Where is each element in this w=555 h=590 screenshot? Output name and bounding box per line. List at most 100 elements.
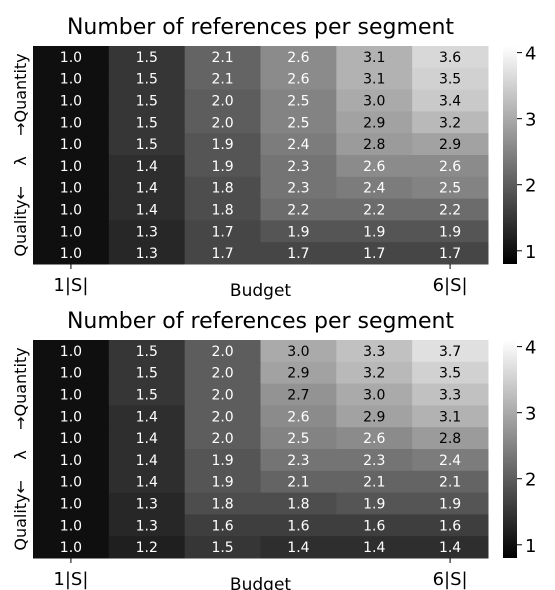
heatmap-cell [412, 340, 489, 363]
heatmap-cell [184, 133, 261, 156]
cell-value-label: 1.4 [363, 540, 385, 556]
cell-value-label: 1.7 [363, 246, 385, 262]
colorbar-tick-label: 2 [525, 176, 536, 197]
cell-value-label: 2.9 [363, 115, 385, 131]
heatmap-cell [412, 176, 489, 200]
heatmap-cell [33, 383, 110, 406]
cell-value-label: 3.5 [439, 366, 461, 382]
cell-value-label: 1.4 [136, 475, 158, 491]
heatmap-cell [412, 111, 489, 134]
heatmap-cell [108, 405, 186, 428]
cell-value-label: 1.4 [136, 181, 158, 197]
heatmap-cell [336, 46, 413, 69]
cell-value-label: 2.1 [211, 50, 233, 66]
x-axis-label: Budget [230, 281, 291, 301]
heatmap-cell [108, 111, 186, 134]
heatmap-cell [33, 514, 110, 537]
heatmap-cell [336, 89, 413, 112]
heatmap-cell [33, 405, 110, 428]
colorbar-tick-label: 4 [525, 44, 536, 65]
cell-value-label: 2.3 [287, 181, 309, 197]
x-tick-label: 6|S| [433, 275, 468, 296]
cell-value-label: 3.1 [363, 50, 385, 66]
cell-value-label: 1.0 [60, 497, 82, 513]
heatmap-cell [336, 536, 413, 559]
cell-value-label: 2.9 [363, 409, 385, 425]
cell-value-label: 1.7 [211, 224, 233, 240]
heatmap-cell [260, 383, 337, 406]
heatmap-cell [108, 242, 186, 265]
heatmap-cell [260, 46, 337, 69]
heatmap-cell [260, 242, 337, 265]
cell-value-label: 1.9 [363, 497, 385, 513]
heatmap-cell [184, 176, 261, 200]
cell-value-label: 1.6 [287, 518, 309, 534]
cell-value-label: 1.5 [136, 94, 158, 110]
heatmap-cell [336, 155, 413, 178]
cell-value-label: 2.0 [211, 115, 233, 131]
cell-value-label: 2.5 [287, 115, 309, 131]
cell-value-label: 2.0 [211, 409, 233, 425]
cell-value-label: 1.5 [211, 540, 233, 556]
cell-value-label: 1.6 [211, 518, 233, 534]
cell-value-label: 2.1 [287, 475, 309, 491]
heatmap-cell [184, 470, 261, 494]
cell-value-label: 3.0 [363, 94, 385, 110]
x-tick-label: 1|S| [53, 569, 88, 590]
chart-title: Number of references per segment [67, 15, 454, 40]
heatmap-cell [184, 361, 261, 385]
cell-value-label: 1.0 [60, 409, 82, 425]
cell-value-label: 2.1 [363, 475, 385, 491]
y-label-quality: Quality [11, 199, 30, 256]
heatmap-cell [412, 133, 489, 156]
cell-value-label: 2.3 [363, 453, 385, 469]
y-axis-label: Quality← λ →Quantity [11, 53, 30, 256]
heatmap-cell [412, 198, 489, 221]
cell-value-label: 1.9 [439, 497, 461, 513]
cell-value-label: 1.0 [60, 115, 82, 131]
cell-value-label: 1.9 [211, 453, 233, 469]
heatmap-cell [184, 383, 261, 406]
heatmap-cell [108, 383, 186, 406]
cell-value-label: 1.7 [211, 246, 233, 262]
cell-value-label: 1.3 [136, 518, 158, 534]
heatmap-cell [108, 89, 186, 112]
heatmap-cell [336, 133, 413, 156]
cell-value-label: 1.0 [60, 366, 82, 382]
heatmap-cell [108, 361, 186, 385]
heatmap-cell [412, 427, 489, 450]
cell-value-label: 2.2 [287, 203, 309, 219]
cell-value-label: 1.0 [60, 540, 82, 556]
cell-value-label: 2.1 [211, 72, 233, 88]
cell-value-label: 1.5 [136, 50, 158, 66]
cell-value-label: 1.5 [136, 72, 158, 88]
heatmap-cell [412, 405, 489, 428]
heatmap-cell [260, 67, 337, 91]
heatmap-cell [33, 340, 110, 363]
y-label-lambda: λ [11, 450, 30, 459]
cell-value-label: 2.6 [363, 159, 385, 175]
colorbar-tick-label: 1 [525, 536, 536, 557]
heatmap-cell [184, 155, 261, 178]
cell-value-label: 1.7 [287, 246, 309, 262]
cell-value-label: 2.4 [439, 453, 461, 469]
colorbar [503, 340, 517, 558]
x-tick-label: 1|S| [53, 275, 88, 296]
heatmap-cell [184, 492, 261, 515]
heatmap-cell [412, 514, 489, 537]
cell-value-label: 2.1 [439, 475, 461, 491]
heatmap-cell [33, 242, 110, 265]
cell-value-label: 1.9 [211, 137, 233, 153]
heatmap-cell [412, 383, 489, 406]
cell-value-label: 1.4 [287, 540, 309, 556]
heatmap-cell [184, 427, 261, 450]
y-label-arrow-up: → [11, 417, 30, 451]
cell-value-label: 2.8 [439, 431, 461, 447]
cell-value-label: 1.3 [136, 497, 158, 513]
colorbar-tick-label: 2 [525, 470, 536, 491]
heatmap-cell [33, 89, 110, 112]
heatmap-cell [184, 405, 261, 428]
heatmap-cell [108, 133, 186, 156]
heatmap-cell [336, 361, 413, 385]
cell-value-label: 1.4 [136, 431, 158, 447]
